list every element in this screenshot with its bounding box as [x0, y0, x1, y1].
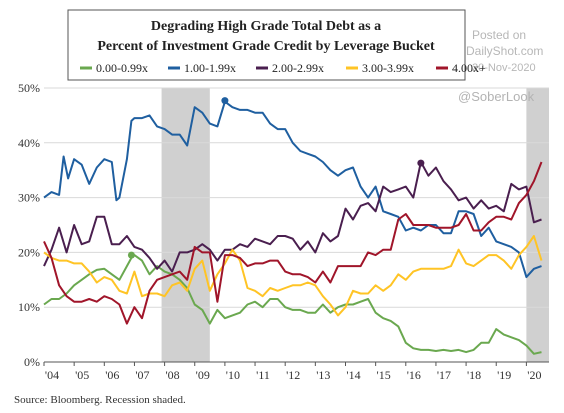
- y-tick-label-0: 0%: [24, 355, 40, 369]
- x-tick-label-9: '13: [316, 368, 330, 382]
- legend-label-5: 4.00x+: [452, 61, 486, 75]
- x-tick-label-4: '08: [166, 368, 180, 382]
- chart-title-line2: Percent of Investment Grade Credit by Le…: [97, 39, 435, 54]
- x-tick-label-6: '10: [226, 368, 240, 382]
- source-note: Source: Bloomberg. Recession shaded.: [14, 394, 186, 406]
- axes-layer: 0% 10% 20% 30% 40% 50% '04 '05 '06 '07 '08 '09 '10 '1…: [18, 81, 549, 382]
- recession-shading-layer: [161, 88, 549, 362]
- y-tick-label-5: 50%: [18, 81, 40, 95]
- series-line-5: [43, 161, 543, 325]
- handle-label: @SoberLook: [458, 89, 535, 104]
- series-line-3: [43, 161, 542, 273]
- legend-label-4: 3.00-3.99x: [362, 61, 414, 75]
- x-tick-label-14: '18: [467, 368, 481, 382]
- series-line-4: [43, 235, 543, 317]
- x-tick-label-2: '06: [105, 368, 119, 382]
- series-lines-layer: [43, 100, 543, 355]
- legend: 0.00-0.99x 1.00-1.99x 2.00-2.99x 3.00-3.99x…: [80, 61, 486, 75]
- x-tick-label-3: '07: [135, 368, 149, 382]
- x-tick-label-5: '09: [196, 368, 210, 382]
- series-marker-2-1: [221, 97, 229, 105]
- watermark-line1: Posted on: [472, 28, 526, 42]
- x-tick-label-1: '05: [75, 368, 89, 382]
- y-tick-label-1: 10%: [18, 300, 40, 314]
- legend-label-2: 1.00-1.99x: [184, 61, 236, 75]
- series-markers-layer: [127, 97, 425, 259]
- watermark-line2: DailyShot.com: [466, 44, 543, 58]
- series-marker-3-1: [417, 159, 425, 167]
- y-tick-label-3: 30%: [18, 191, 40, 205]
- watermark: Posted on DailyShot.com 20-Nov-2020 @Sob…: [458, 28, 543, 104]
- recession-band-1: [161, 88, 210, 362]
- y-tick-label-4: 40%: [18, 136, 40, 150]
- x-tick-label-12: '16: [407, 368, 421, 382]
- series-line-1: [43, 254, 542, 355]
- x-tick-label-15: '19: [497, 368, 511, 382]
- x-tick-label-16: '20: [527, 368, 541, 382]
- watermark-line3: 20-Nov-2020: [472, 62, 536, 74]
- x-tick-label-0: '04: [45, 368, 59, 382]
- series-line-2: [43, 100, 542, 279]
- x-tick-label-7: '11: [256, 368, 270, 382]
- x-tick-label-8: '12: [286, 368, 300, 382]
- recession-band-2: [526, 88, 549, 362]
- chart-title-line1: Degrading High Grade Total Debt as a: [151, 19, 381, 34]
- x-tick-label-13: '17: [437, 368, 451, 382]
- title-box: Degrading High Grade Total Debt as a Per…: [67, 9, 486, 81]
- x-tick-label-11: '15: [377, 368, 391, 382]
- y-tick-label-2: 20%: [18, 245, 40, 259]
- legend-label-1: 0.00-0.99x: [96, 61, 148, 75]
- x-tick-label-10: '14: [346, 368, 360, 382]
- series-marker-1-1: [127, 251, 135, 259]
- legend-label-3: 2.00-2.99x: [272, 61, 324, 75]
